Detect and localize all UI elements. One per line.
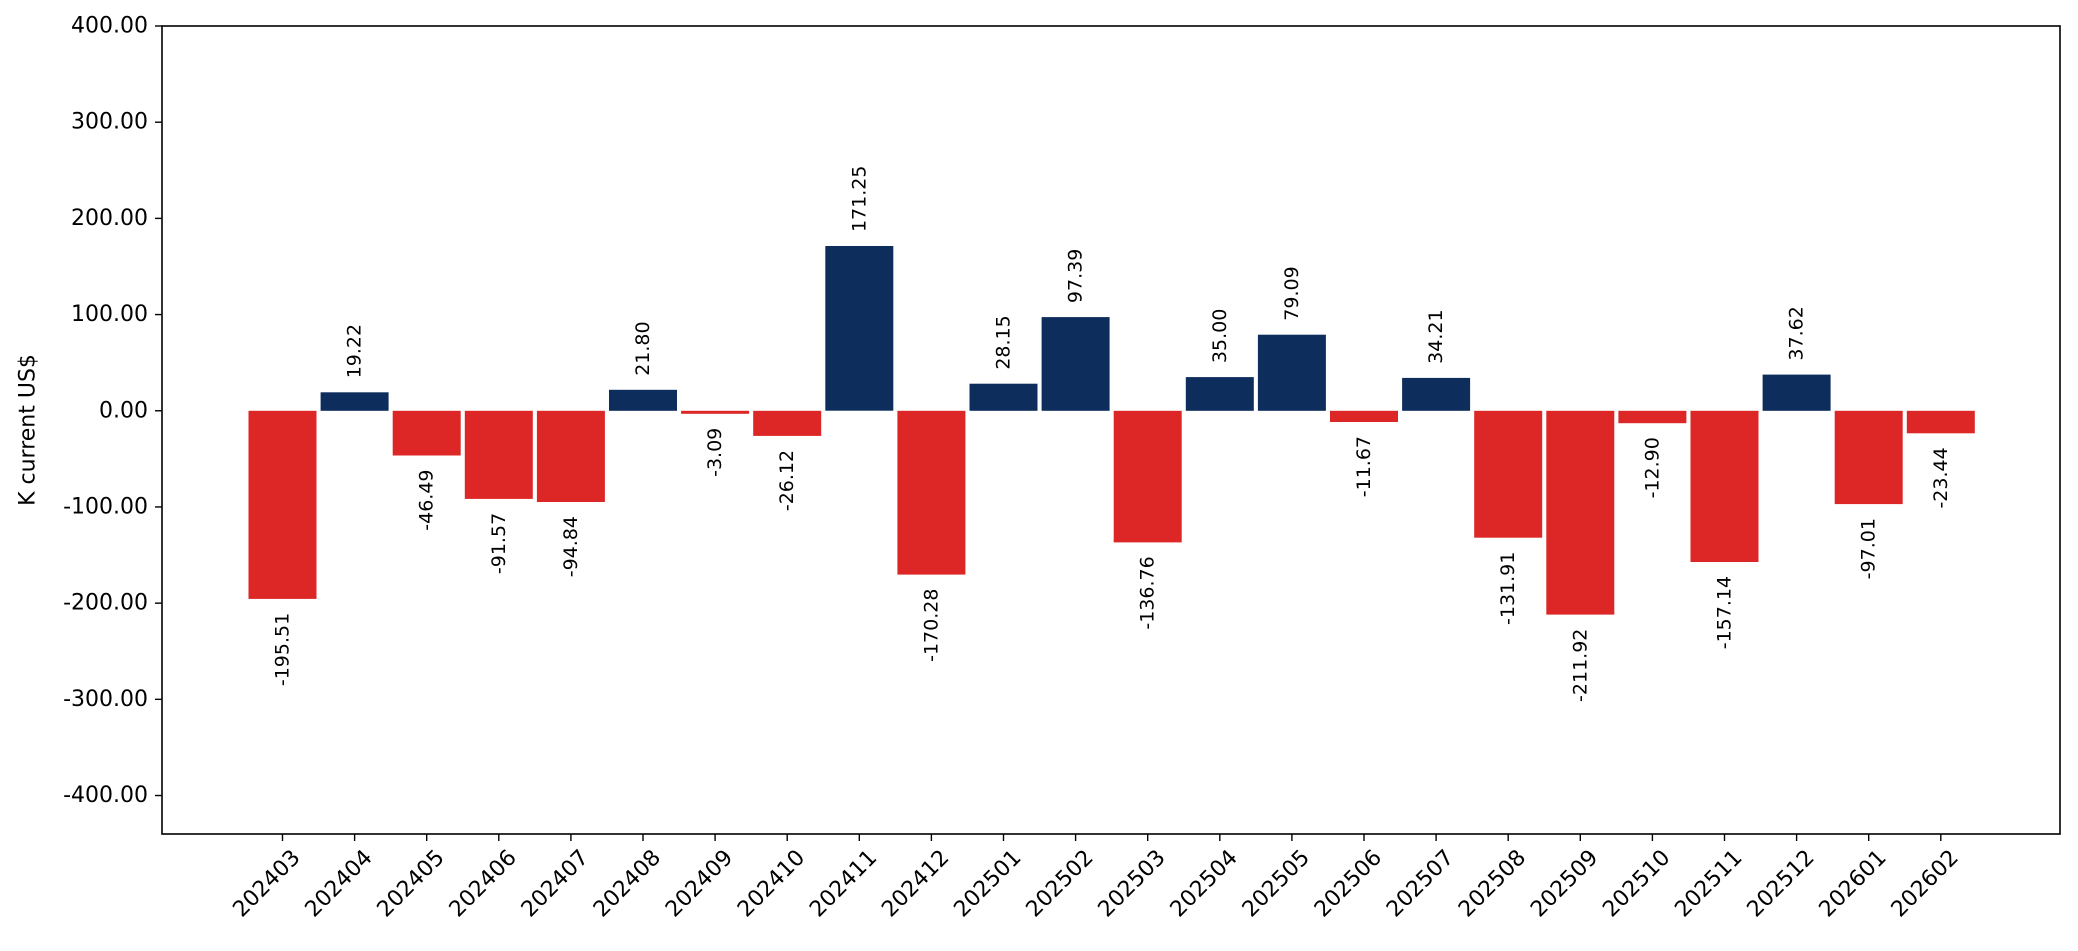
x-tick-label-202512: 202512 (1743, 845, 1820, 922)
x-tick-label-202510: 202510 (1598, 845, 1675, 922)
y-tick-label: -300.00 (63, 687, 148, 712)
x-tick-label-202509: 202509 (1526, 845, 1603, 922)
x-tick-label-202406: 202406 (445, 845, 522, 922)
bar-202511 (1690, 410, 1759, 562)
data-label-202406: -91.57 (488, 513, 510, 574)
x-tick-label-202506: 202506 (1310, 845, 1387, 922)
bar-202602 (1906, 410, 1975, 434)
x-tick-label-202504: 202504 (1166, 845, 1243, 922)
data-label-202502: 97.39 (1065, 249, 1087, 303)
x-tick-label-202408: 202408 (589, 845, 666, 922)
data-label-202507: 34.21 (1425, 309, 1447, 363)
bar-202509 (1546, 410, 1615, 615)
data-label-202410: -26.12 (776, 450, 798, 511)
x-tick-label-202403: 202403 (228, 845, 305, 922)
data-label-202503: -136.76 (1137, 556, 1159, 629)
data-label-202501: 28.15 (993, 315, 1015, 369)
x-tick-label-202507: 202507 (1382, 845, 1459, 922)
x-tick-label-202503: 202503 (1094, 845, 1171, 922)
x-tick-label-202409: 202409 (661, 845, 738, 922)
data-label-202504: 35.00 (1209, 309, 1231, 363)
bar-202510 (1618, 410, 1687, 424)
data-label-202412: -170.28 (920, 589, 942, 662)
data-label-202405: -46.49 (416, 469, 438, 530)
y-tick-label: 400.00 (71, 14, 148, 39)
y-axis: 400.00 300.00 200.00 100.00 0.00 -100.00 -200.… (63, 14, 162, 808)
bar-202507 (1402, 377, 1471, 411)
data-label-202408: 21.80 (632, 321, 654, 375)
bar-202410 (753, 410, 822, 436)
x-tick-label-202602: 202602 (1887, 845, 1964, 922)
x-tick-label-202407: 202407 (517, 845, 594, 922)
bar-202407 (536, 410, 605, 502)
data-label-202409: -3.09 (704, 428, 726, 477)
x-tick-label-202601: 202601 (1815, 845, 1892, 922)
x-tick-label-202405: 202405 (373, 845, 450, 922)
bar-202403 (248, 410, 317, 599)
x-tick-label-202502: 202502 (1022, 845, 1099, 922)
bar-202512 (1762, 374, 1831, 411)
data-label-202508: -131.91 (1497, 552, 1519, 625)
data-label-202506: -11.67 (1353, 436, 1375, 497)
plot-frame (161, 25, 2061, 835)
x-tick-label-202412: 202412 (877, 845, 954, 922)
x-tick-label-202505: 202505 (1238, 845, 1315, 922)
y-tick-label: 0.00 (99, 398, 148, 423)
x-tick-label-202511: 202511 (1670, 845, 1747, 922)
y-tick-label: 200.00 (71, 206, 148, 231)
data-labels-layer: -195.51 19.22 -46.49 -91.57 -94.84 21.80 -3.09… (272, 166, 1952, 702)
y-tick-label: -100.00 (63, 494, 148, 519)
bar-202404 (320, 392, 389, 411)
data-label-202602: -23.44 (1930, 447, 1952, 508)
bar-202406 (464, 410, 533, 499)
bar-202501 (969, 383, 1038, 411)
y-tick-label: -200.00 (63, 591, 148, 616)
x-tick-label-202508: 202508 (1454, 845, 1531, 922)
data-label-202601: -97.01 (1858, 518, 1880, 579)
x-tick-label-202404: 202404 (301, 845, 378, 922)
x-tick-label-202501: 202501 (949, 845, 1026, 922)
data-label-202510: -12.90 (1641, 437, 1663, 498)
bar-202411 (825, 246, 894, 411)
bar-202508 (1474, 410, 1543, 538)
data-label-202505: 79.09 (1281, 266, 1303, 320)
data-label-202403: -195.51 (272, 613, 294, 686)
data-label-202404: 19.22 (344, 324, 366, 378)
data-label-202411: 171.25 (848, 166, 870, 232)
x-tick-label-202411: 202411 (805, 845, 882, 922)
bar-202601 (1834, 410, 1903, 505)
data-label-202512: 37.62 (1786, 306, 1808, 360)
x-axis: 2024032024042024052024062024072024082024… (228, 834, 1964, 922)
bar-202408 (609, 389, 677, 411)
bars-layer (248, 246, 1975, 615)
bar-202506 (1330, 410, 1398, 422)
bar-202412 (897, 410, 966, 575)
bar-202502 (1041, 317, 1110, 411)
data-label-202509: -211.92 (1569, 629, 1591, 702)
y-tick-label: 300.00 (71, 110, 148, 135)
bar-202504 (1185, 377, 1254, 411)
bar-202503 (1113, 410, 1182, 543)
y-tick-label: -400.00 (63, 783, 148, 808)
bar-202405 (392, 410, 461, 456)
bar-202409 (681, 410, 750, 414)
data-label-202407: -94.84 (560, 516, 582, 577)
bar-202505 (1257, 334, 1326, 411)
y-axis-title: K current US$ (16, 354, 41, 506)
y-tick-label: 100.00 (71, 302, 148, 327)
x-tick-label-202410: 202410 (733, 845, 810, 922)
data-label-202511: -157.14 (1714, 576, 1736, 649)
